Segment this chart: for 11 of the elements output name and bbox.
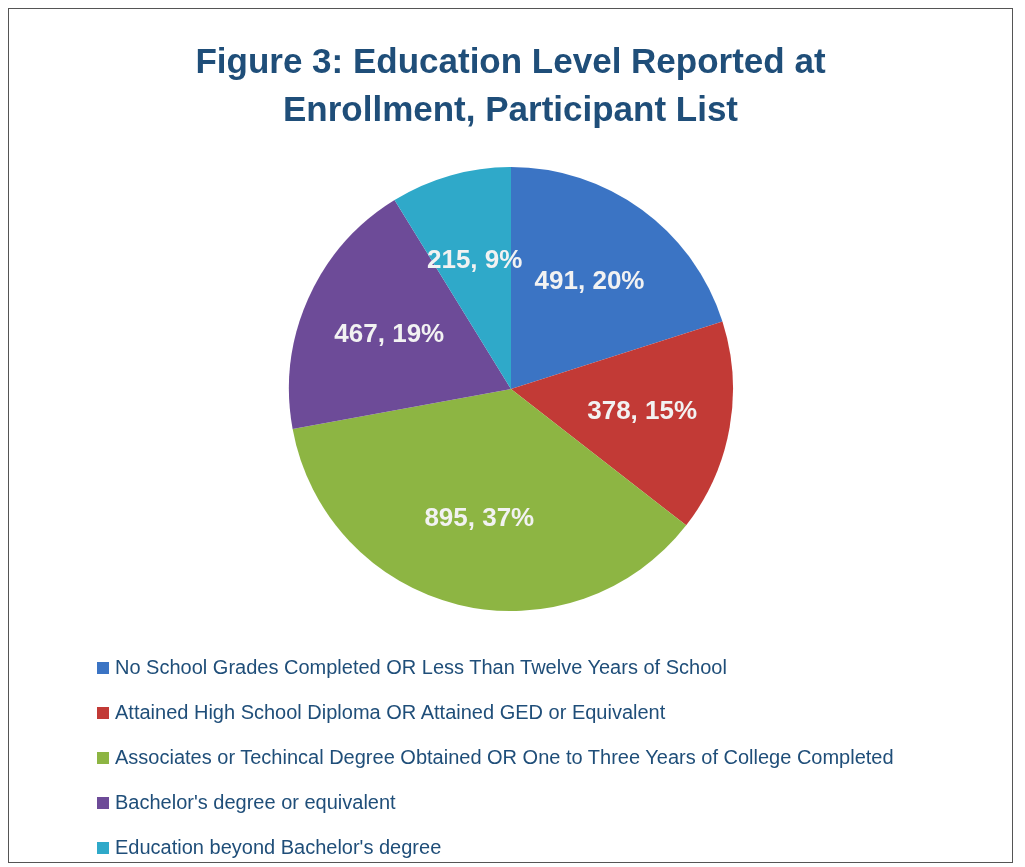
data-label: 215, 9%	[426, 244, 522, 275]
legend-label: Attained High School Diploma OR Attained GED or Equivalent	[115, 701, 666, 724]
data-label: 895, 37%	[423, 501, 534, 532]
legend-label: No School Grades Completed OR Less Than Twelve Years of School	[115, 656, 727, 679]
legend-label: Bachelor's degree or equivalent	[115, 791, 396, 814]
legend-label: Education beyond Bachelor's degree	[115, 836, 442, 859]
data-label: 378, 15%	[586, 395, 697, 426]
data-label: 467, 19%	[333, 318, 444, 349]
chart-title: Figure 3: Education Level Reported at Enrollment, Participant List	[194, 40, 827, 130]
data-label: 491, 20%	[534, 264, 644, 295]
legend-label: Associates or Techincal Degree Obtained OR One to Three Years of College Completed	[115, 746, 894, 769]
